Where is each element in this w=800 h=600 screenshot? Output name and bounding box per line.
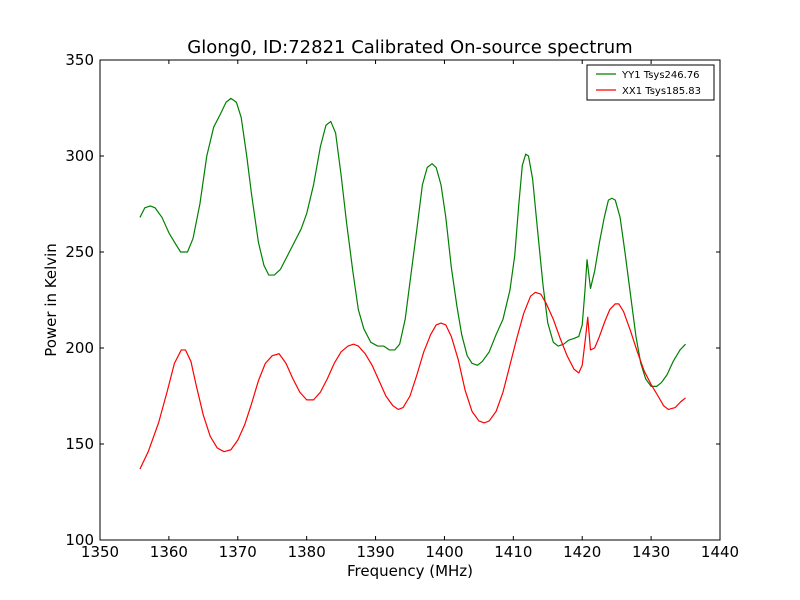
x-axis-label: Frequency (MHz) bbox=[347, 562, 473, 580]
y-tick-label: 300 bbox=[65, 147, 94, 165]
chart-title: Glong0, ID:72821 Calibrated On-source sp… bbox=[187, 37, 632, 58]
y-tick-label: 250 bbox=[65, 243, 94, 261]
x-tick-label: 1380 bbox=[288, 543, 326, 561]
x-tick-label: 1370 bbox=[219, 543, 257, 561]
y-tick-label: 350 bbox=[65, 51, 94, 69]
y-tick-label: 150 bbox=[65, 435, 94, 453]
ticks-layer: 1350 1360 1370 1380 1390 1400 1410 1420 1430 1440… bbox=[65, 51, 739, 561]
y-tick-label: 200 bbox=[65, 339, 94, 357]
legend-label-xx1: XX1 Tsys185.83 bbox=[622, 86, 701, 97]
plot-background bbox=[100, 60, 720, 540]
x-tick-label: 1360 bbox=[150, 543, 188, 561]
x-tick-label: 1350 bbox=[81, 543, 119, 561]
x-tick-label: 1420 bbox=[563, 543, 601, 561]
y-tick-label: 100 bbox=[65, 531, 94, 549]
y-axis-label: Power in Kelvin bbox=[42, 243, 60, 357]
x-tick-label: 1430 bbox=[632, 543, 670, 561]
series-line-xx1 bbox=[139, 291, 686, 470]
plot-frame bbox=[99, 59, 721, 541]
series-line-yy1 bbox=[139, 97, 686, 387]
legend-label-yy1: YY1 Tsys246.76 bbox=[621, 70, 700, 81]
legend-box bbox=[586, 64, 715, 101]
x-tick-label: 1440 bbox=[701, 543, 739, 561]
legend: YY1 Tsys246.76 XX1 Tsys185.83 bbox=[586, 64, 715, 101]
x-tick-label: 1390 bbox=[356, 543, 394, 561]
plot-area: 1350 1360 1370 1380 1390 1400 1410 1420 1430 1440… bbox=[65, 51, 739, 561]
series-layer bbox=[139, 97, 686, 470]
x-tick-label: 1410 bbox=[494, 543, 532, 561]
x-tick-label: 1400 bbox=[425, 543, 463, 561]
